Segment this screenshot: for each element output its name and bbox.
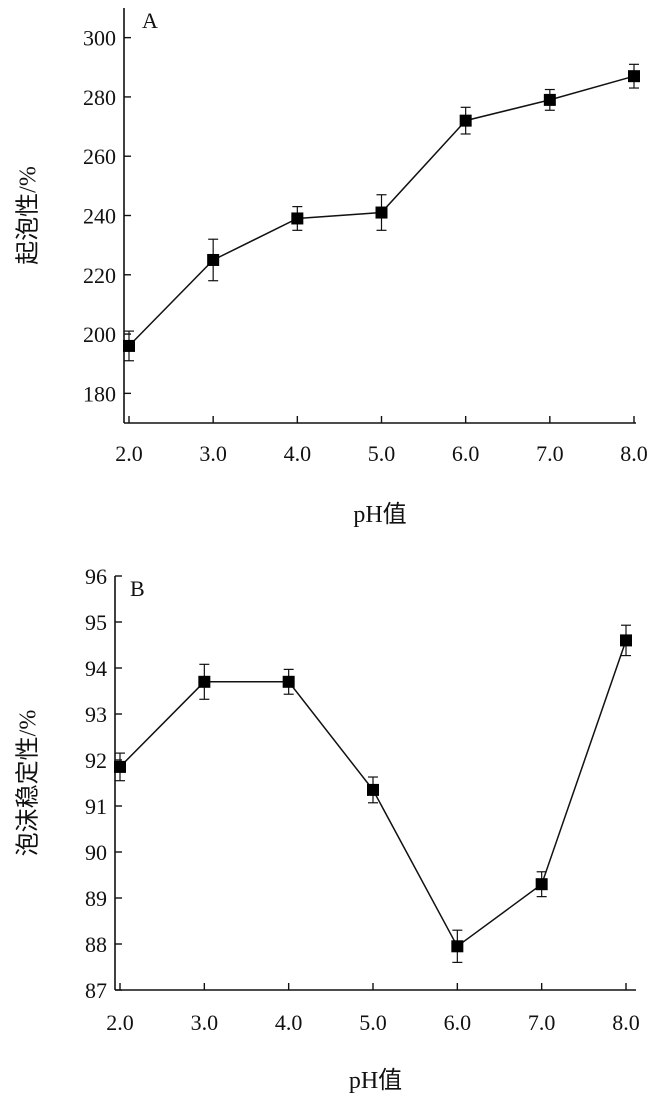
x-axis-title: pH值: [349, 1067, 402, 1094]
data-point: [367, 783, 379, 796]
x-tick-label: 7.0: [536, 441, 564, 466]
x-tick-label: 3.0: [191, 1010, 219, 1035]
data-point: [620, 634, 632, 647]
panel-a: 180 200 220 240 260 280 300 2.0 3.0 4.0 5.0 6.0 7.0 8…: [15, 8, 648, 528]
data-point: [535, 878, 548, 891]
data-point: [123, 339, 135, 352]
y-tick-label: 96: [85, 564, 107, 589]
data-point: [282, 675, 295, 688]
data-point: [291, 212, 304, 225]
data-point: [451, 940, 464, 953]
data-point: [375, 206, 388, 219]
x-tick-label: 6.0: [444, 1010, 472, 1035]
y-tick-label: 93: [85, 702, 107, 727]
y-tick-label: 260: [83, 144, 116, 169]
x-tick-label: 5.0: [368, 441, 396, 466]
panel-b: 87 88 89 90 91 92 93 94 95 96 2.0 3.0 4.0 5.0 6.0 7.0 8.…: [15, 564, 640, 1094]
y-tick-label: 300: [83, 26, 116, 51]
panel-label: A: [142, 8, 158, 33]
y-tick-label: 280: [83, 85, 116, 110]
x-tick-label: 2.0: [115, 441, 143, 466]
data-point: [207, 253, 220, 266]
x-tick-label: 7.0: [528, 1010, 556, 1035]
data-point: [114, 760, 126, 773]
y-tick-label: 88: [85, 932, 107, 957]
y-tick-label: 220: [83, 263, 116, 288]
y-tick-label: 200: [83, 322, 116, 347]
y-tick-label: 91: [85, 794, 107, 819]
y-tick-label: 87: [85, 978, 107, 1003]
y-tick-label: 95: [85, 610, 107, 635]
y-axis-title: 起泡性/%: [15, 166, 42, 265]
x-tick-label: 8.0: [612, 1010, 640, 1035]
panel-label: B: [130, 576, 145, 601]
data-point: [198, 675, 211, 688]
x-tick-label: 8.0: [620, 441, 648, 466]
y-tick-label: 92: [85, 748, 107, 773]
y-tick-label: 94: [85, 656, 107, 681]
x-axis-title: pH值: [353, 501, 406, 528]
y-tick-label: 90: [85, 840, 107, 865]
y-axis-title: 泡沫稳定性/%: [15, 710, 42, 857]
data-point: [543, 93, 556, 106]
y-tick-label: 240: [83, 204, 116, 229]
x-tick-label: 3.0: [199, 441, 227, 466]
x-tick-label: 5.0: [359, 1010, 387, 1035]
x-tick-label: 2.0: [106, 1010, 134, 1035]
x-tick-label: 4.0: [284, 441, 312, 466]
x-tick-label: 6.0: [452, 441, 480, 466]
data-point: [459, 114, 472, 127]
data-point: [628, 70, 640, 83]
x-tick-label: 4.0: [275, 1010, 303, 1035]
y-tick-label: 89: [85, 886, 107, 911]
y-tick-label: 180: [83, 381, 116, 406]
